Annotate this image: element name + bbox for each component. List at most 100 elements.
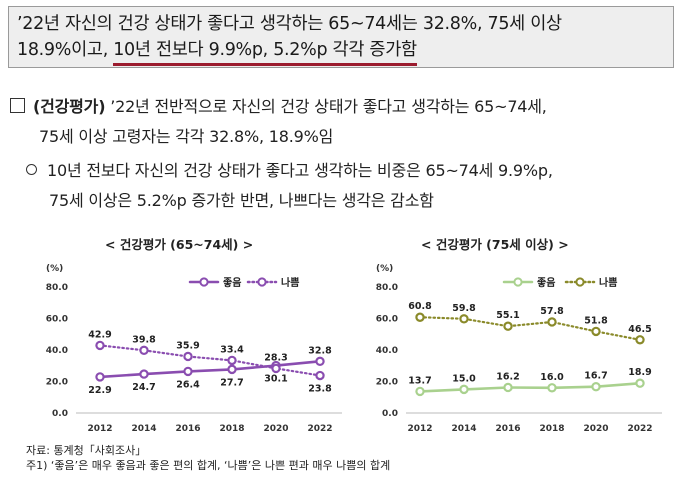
legend-label: 나쁨 — [281, 276, 299, 289]
x-tick-label: 2018 — [539, 424, 564, 434]
data-label: 13.7 — [408, 375, 431, 386]
data-point-good — [415, 386, 425, 397]
data-point-bad — [591, 326, 601, 337]
data-point-good — [591, 381, 601, 392]
square-bullet-icon — [10, 98, 25, 113]
main-bullet: (건강평가) ’22년 전반적으로 자신의 건강 상태가 좋다고 생각하는 65… — [10, 92, 674, 152]
y-tick-label: 40.0 — [46, 346, 68, 356]
data-point-bad — [635, 335, 645, 345]
data-point-good — [503, 382, 513, 393]
data-label: 46.5 — [628, 324, 651, 335]
y-tick-label: 20.0 — [46, 378, 68, 388]
legend-marker — [257, 277, 267, 287]
data-point-bad — [315, 370, 325, 381]
x-tick-label: 2012 — [87, 424, 112, 434]
data-label: 59.8 — [452, 303, 476, 314]
chart-right-title: < 건강평가 (75세 이상) > — [421, 237, 569, 252]
data-point-good — [227, 364, 237, 375]
headline-line2-prefix: 18.9%이고, — [17, 40, 114, 60]
x-tick-label: 2020 — [583, 424, 608, 434]
legend-label: 나쁨 — [599, 276, 617, 289]
data-label: 18.9 — [628, 367, 651, 378]
data-point-bad — [503, 321, 513, 331]
y-tick-label: 60.0 — [376, 315, 398, 325]
series-line-bad — [98, 344, 322, 377]
y-tick-label: 0.0 — [52, 409, 68, 419]
headline-line2: 18.9%이고, 10년 전보다 9.9%p, 5.2%p 각각 증가함 — [17, 37, 665, 66]
sub-bullet: 10년 전보다 자신의 건강 상태가 좋다고 생각하는 비중은 65~74세 9… — [26, 156, 676, 216]
data-label: 16.0 — [540, 372, 564, 383]
data-point-bad — [227, 355, 237, 366]
main-bullet-line1: ’22년 전반적으로 자신의 건강 상태가 좋다고 생각하는 65~74세, — [105, 97, 547, 116]
series-line-bad — [418, 316, 642, 341]
y-tick-label: 20.0 — [376, 378, 398, 388]
y-tick-label: 40.0 — [376, 346, 398, 356]
data-label: 23.8 — [308, 384, 332, 395]
x-tick-label: 2016 — [175, 424, 200, 434]
chart-right-75-plus: (%) 80.0 60.0 40.0 20.0 0.0 2012 2014 2016 2018 20… — [376, 264, 662, 434]
data-point-good — [635, 378, 645, 388]
sub-bullet-line2: 75세 이상은 5.2%p 증가한 반면, 나쁘다는 생각은 감소함 — [49, 191, 434, 210]
x-tick-label: 2022 — [307, 424, 332, 434]
chart-left-65-74: (%) 80.0 60.0 40.0 20.0 0.0 2012 2014 2016 2018 20… — [46, 264, 342, 434]
data-point-bad — [183, 351, 193, 362]
data-point-good — [547, 383, 557, 393]
x-tick-label: 2014 — [451, 424, 476, 434]
x-tick-label: 2012 — [407, 424, 432, 434]
data-point-bad — [415, 312, 425, 322]
data-label: 51.8 — [584, 315, 608, 326]
data-label: 15.0 — [452, 373, 476, 384]
x-tick-label: 2014 — [131, 424, 156, 434]
data-label: 16.7 — [584, 371, 607, 382]
legend-marker — [199, 277, 209, 287]
series-line-good — [98, 360, 322, 379]
y-tick-label: 60.0 — [46, 315, 68, 325]
data-point-good — [139, 369, 149, 379]
data-point-bad — [547, 317, 557, 327]
circle-bullet-icon — [26, 164, 37, 175]
unit-label: (%) — [376, 264, 393, 274]
legend-marker — [575, 277, 585, 287]
data-label: 30.1 — [264, 374, 287, 385]
headline-line1: ’22년 자신의 건강 상태가 좋다고 생각하는 65~74세는 32.8%, … — [17, 14, 562, 34]
data-label: 57.8 — [540, 306, 564, 317]
legend-label: 좋음 — [537, 277, 555, 289]
headline-box: ’22년 자신의 건강 상태가 좋다고 생각하는 65~74세는 32.8%, … — [8, 6, 674, 68]
data-point-good — [183, 366, 193, 377]
x-tick-label: 2018 — [219, 424, 244, 434]
legend-label: 좋음 — [223, 277, 241, 289]
data-label: 26.4 — [176, 379, 200, 390]
data-point-bad — [459, 314, 469, 324]
headline-underlined-text: 10년 전보다 9.9%p, 5.2%p 각각 증가함 — [113, 37, 417, 66]
data-label: 27.7 — [220, 377, 243, 388]
data-label: 22.9 — [88, 385, 111, 396]
data-point-bad — [139, 345, 149, 356]
data-point-good — [315, 356, 325, 367]
data-point-bad — [271, 363, 281, 374]
data-label: 35.9 — [176, 340, 199, 351]
unit-label: (%) — [46, 264, 63, 274]
data-label: 39.8 — [132, 334, 156, 345]
data-label: 33.4 — [220, 344, 244, 355]
data-label: 16.2 — [496, 371, 519, 382]
data-label: 60.8 — [408, 301, 432, 312]
data-label: 55.1 — [496, 310, 519, 321]
x-tick-label: 2016 — [495, 424, 520, 434]
main-bullet-line2: 75세 이상 고령자는 각각 32.8%, 18.9%임 — [39, 127, 334, 146]
data-label: 24.7 — [132, 382, 155, 393]
data-label: 32.8 — [308, 345, 332, 356]
data-point-bad — [95, 340, 105, 351]
y-tick-label: 0.0 — [382, 409, 398, 419]
footnote-line: 주1) ‘좋음’은 매우 좋음과 좋은 편의 합계, ‘나쁨’은 나쁜 편과 매… — [26, 459, 391, 472]
main-bullet-label: (건강평가) — [33, 97, 106, 116]
series-line-good — [418, 381, 642, 393]
x-tick-label: 2020 — [263, 424, 288, 434]
chart-left-title: < 건강평가 (65~74세) > — [105, 237, 254, 252]
data-point-good — [95, 372, 105, 382]
data-point-good — [459, 384, 469, 395]
y-tick-label: 80.0 — [376, 283, 398, 293]
data-label: 42.9 — [88, 329, 111, 340]
legend-marker — [513, 277, 523, 287]
y-tick-label: 80.0 — [46, 283, 68, 293]
data-label: 28.3 — [264, 352, 287, 363]
